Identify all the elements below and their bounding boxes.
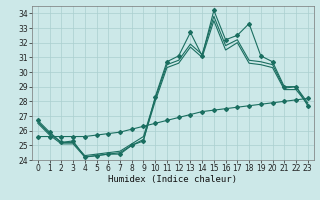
X-axis label: Humidex (Indice chaleur): Humidex (Indice chaleur) bbox=[108, 175, 237, 184]
